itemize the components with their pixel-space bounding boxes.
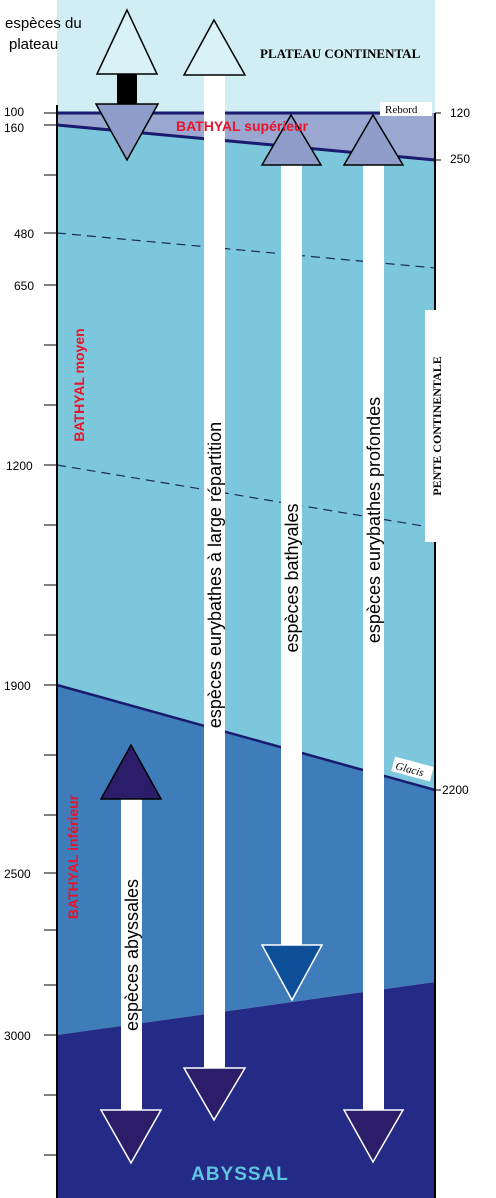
abyssal-species-bar <box>121 795 142 1115</box>
middle-bathyal-zone <box>57 125 435 790</box>
lower-bathyal-label: BATHYAL inférieur <box>65 794 81 919</box>
shelf-break-label: Rebord <box>385 104 418 116</box>
depth-label-120: 120 <box>450 106 470 120</box>
continental-rise-label-bg <box>391 756 434 782</box>
depth-label-3000: 3000 <box>4 1029 31 1043</box>
upper-bathyal-zone <box>57 113 435 160</box>
bathyal-species-label: espèces bathyales <box>282 503 302 652</box>
depth-label-2500: 2500 <box>4 867 31 881</box>
abyssal-zone <box>57 982 435 1198</box>
abyssal-species-up-triangle <box>99 743 163 800</box>
abyssal-species-label: espèces abyssales <box>122 879 142 1031</box>
bathyal-species-up-triangle <box>260 113 323 166</box>
abyssal-species-down-triangle <box>99 1109 163 1165</box>
depth-label-650: 650 <box>14 279 34 293</box>
shelf-break-label-bg <box>380 102 432 116</box>
wide-range-eurybathic-bar <box>204 70 225 1075</box>
deep-eurybathic-label: espèces eurybathes profondes <box>364 397 384 643</box>
lower-bathyal-zone <box>57 685 435 1035</box>
abyssal-label: ABYSSAL <box>191 1164 289 1185</box>
depth-label-250: 250 <box>450 152 470 166</box>
shelf-species-down-triangle <box>94 103 160 162</box>
depth-label-1900: 1900 <box>4 679 31 693</box>
upper-bathyal-label: BATHYAL supérieur <box>176 118 309 134</box>
continental-slope-label-box <box>425 310 447 542</box>
bathyal-species-down-triangle <box>260 944 324 1002</box>
continental-slope-label: PENTE CONTINENTALE <box>430 356 444 495</box>
wide-range-down-triangle <box>182 1067 247 1122</box>
depth-label-160: 160 <box>4 121 24 135</box>
left-axis-ticks <box>44 112 57 1156</box>
shelf-species-up-triangle <box>95 8 159 75</box>
shelf-species-label-line2: plateau <box>9 36 58 53</box>
shelf-species-label-line1: espèces du <box>5 15 82 32</box>
deep-eurybathic-bar <box>363 160 384 1115</box>
wide-range-up-triangle <box>182 18 247 76</box>
depth-label-100: 100 <box>4 105 24 119</box>
depth-label-2200: 2200 <box>442 783 469 797</box>
shelf-species-bar <box>117 74 137 106</box>
depth-label-1200: 1200 <box>6 459 33 473</box>
depth-label-480: 480 <box>14 227 34 241</box>
right-axis-ticks <box>435 112 441 791</box>
wide-range-eurybathic-label: espèces eurybathes à large répartition <box>205 422 225 728</box>
deep-eurybathic-down-triangle <box>342 1109 405 1164</box>
middle-bathyal-label: BATHYAL moyen <box>71 328 87 441</box>
bathyal-species-bar <box>281 160 302 950</box>
continental-shelf-label: PLATEAU CONTINENTAL <box>260 46 421 61</box>
deep-eurybathic-up-triangle <box>342 113 405 166</box>
